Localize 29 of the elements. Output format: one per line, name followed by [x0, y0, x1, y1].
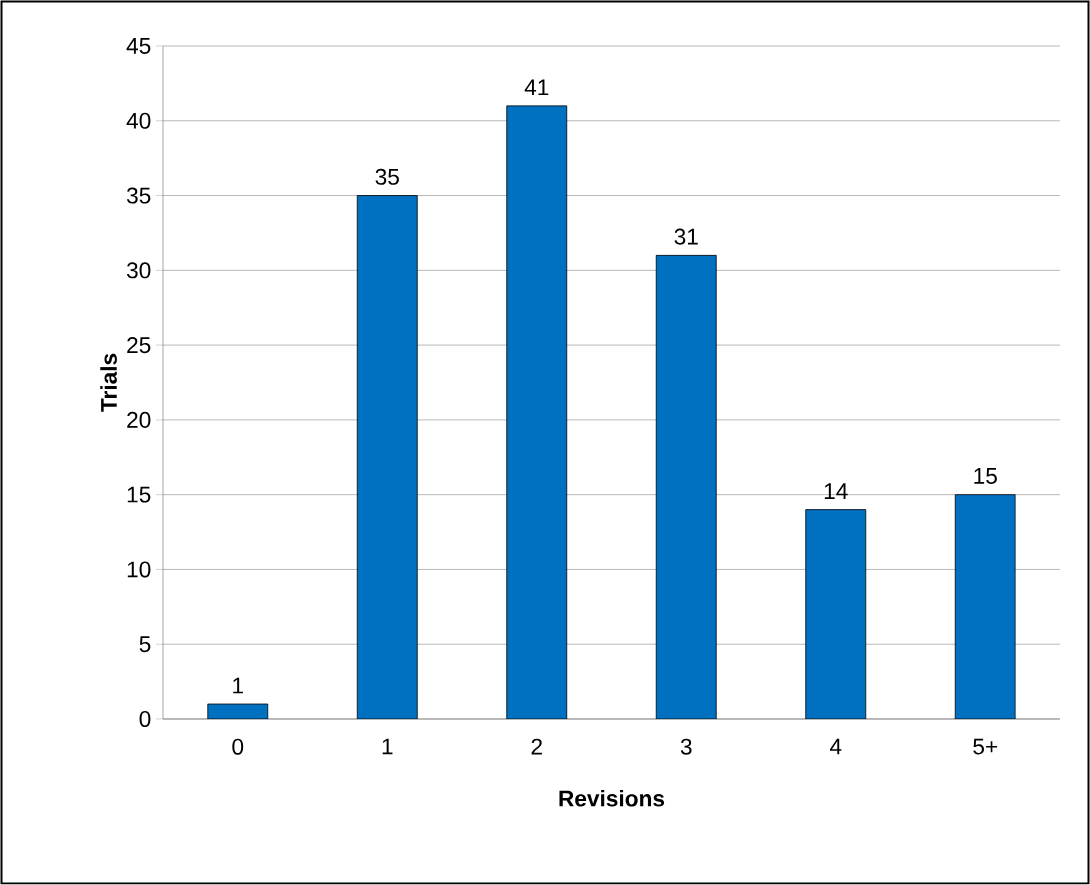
x-tick-label: 5+: [973, 738, 998, 755]
y-tick-label: 10: [127, 561, 151, 578]
data-label: 41: [524, 79, 549, 96]
bar: [506, 105, 568, 719]
y-tick-label: 20: [127, 411, 151, 428]
x-axis-title: Revisions: [559, 789, 665, 807]
y-tick-label: 45: [126, 38, 151, 54]
bar: [356, 195, 418, 719]
y-tick-label: 5: [139, 636, 151, 653]
y-tick-label: 40: [126, 112, 151, 129]
data-label: 14: [824, 483, 848, 499]
bar: [655, 254, 717, 719]
x-tick-label: 4: [829, 738, 842, 755]
data-label: 1: [233, 677, 243, 694]
y-tick-label: 25: [127, 337, 151, 354]
y-tick-label: 30: [126, 262, 151, 279]
data-label: 35: [375, 168, 399, 185]
y-axis-title: Trials: [100, 353, 117, 412]
x-tick-label: 1: [382, 738, 393, 755]
bar: [954, 494, 1016, 719]
y-tick-label: 15: [127, 486, 151, 503]
x-tick-label: 0: [232, 738, 244, 755]
bar: [805, 509, 867, 719]
data-label: 31: [674, 228, 698, 245]
x-tick-label: 2: [531, 738, 542, 755]
y-tick-label: 0: [139, 710, 151, 728]
data-label: 15: [974, 468, 997, 484]
x-tick-label: 3: [680, 738, 692, 755]
y-tick-label: 35: [126, 187, 151, 204]
